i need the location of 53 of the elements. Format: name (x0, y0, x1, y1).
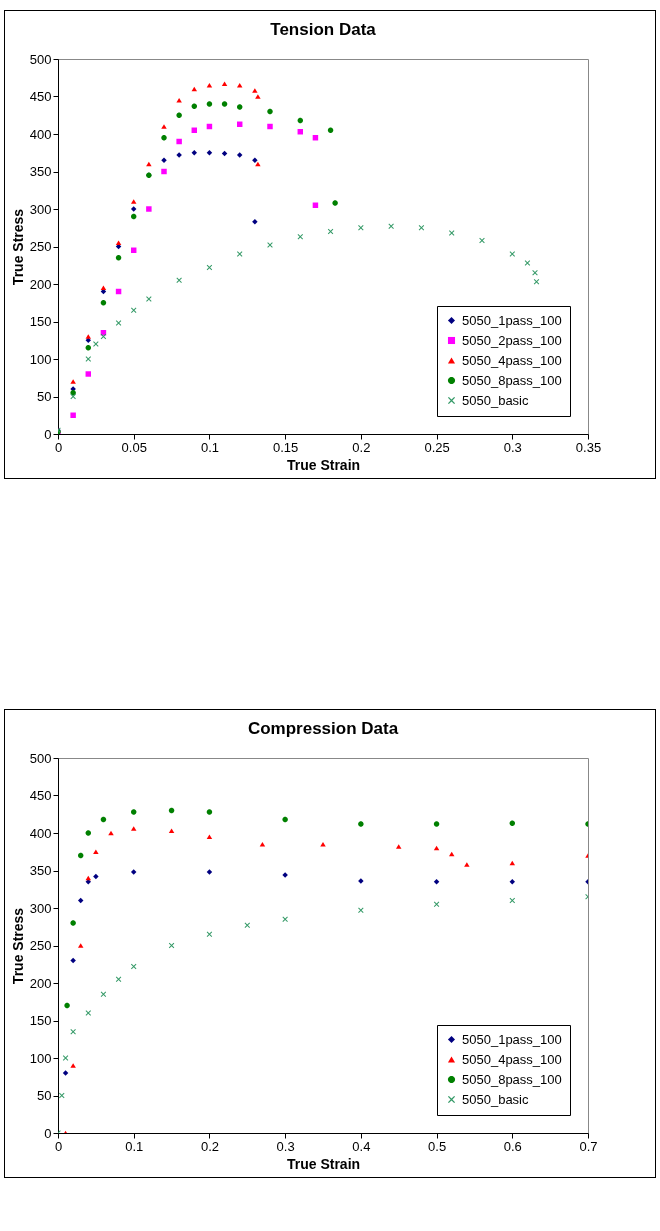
x-axis-title: True Strain (286, 456, 361, 473)
y-tick-label: 450 (29, 788, 52, 803)
y-axis-title: True Stress (9, 907, 26, 985)
y-tick-label: 200 (29, 276, 52, 292)
y-tick-label: 300 (29, 201, 52, 217)
y-tick-label: 500 (29, 750, 52, 766)
x-tick-label: 0.15 (272, 439, 299, 455)
legend-label: 5050_basic (462, 1091, 529, 1107)
x-axis-title: True Strain (286, 1155, 361, 1172)
y-axis-title: True Stress (9, 208, 26, 286)
x-tick-label: 0.5 (428, 1138, 447, 1154)
x-tick-label: 0.6 (503, 1138, 522, 1154)
legend-label: 5050_4pass_100 (462, 1051, 562, 1067)
y-tick-label: 0 (44, 1125, 52, 1141)
x-tick-label: 0.05 (121, 439, 147, 455)
chart-title: Compression Data (247, 719, 399, 738)
y-tick-label: 400 (29, 126, 52, 142)
x-tick-label: 0.1 (200, 439, 219, 455)
legend-label: 5050_basic (462, 392, 529, 408)
y-tick-label: 450 (29, 89, 52, 104)
legend-label: 5050_2pass_100 (462, 332, 562, 348)
y-tick-label: 350 (29, 863, 52, 878)
x-tick-label: 0 (54, 1138, 63, 1154)
y-tick-label: 500 (29, 51, 52, 67)
legend-label: 5050_1pass_100 (462, 312, 562, 328)
y-tick-label: 150 (29, 1013, 52, 1028)
y-tick-label: 100 (29, 1050, 52, 1066)
chart-title: Tension Data (270, 20, 377, 39)
legend-label: 5050_8pass_100 (462, 372, 562, 388)
y-tick-label: 300 (29, 900, 52, 916)
x-tick-label: 0.35 (575, 439, 602, 455)
legend-label: 5050_8pass_100 (462, 1071, 562, 1087)
y-tick-label: 400 (29, 825, 52, 841)
y-tick-label: 50 (37, 1088, 52, 1103)
x-tick-label: 0.3 (276, 1138, 295, 1154)
x-tick-label: 0.7 (579, 1138, 598, 1154)
y-tick-label: 200 (29, 975, 52, 991)
y-tick-label: 100 (29, 351, 52, 367)
y-tick-label: 250 (29, 239, 52, 254)
x-tick-label: 0 (54, 439, 63, 455)
y-tick-label: 0 (44, 426, 52, 442)
y-tick-label: 50 (37, 389, 52, 404)
x-tick-label: 0.2 (200, 1138, 219, 1154)
y-tick-label: 350 (29, 164, 52, 179)
x-tick-label: 0.1 (125, 1138, 144, 1154)
y-tick-label: 250 (29, 938, 52, 953)
x-tick-label: 0.25 (424, 439, 450, 455)
y-tick-label: 150 (29, 314, 52, 329)
legend-label: 5050_1pass_100 (462, 1031, 562, 1047)
x-tick-label: 0.3 (503, 439, 522, 455)
x-tick-label: 0.2 (352, 439, 371, 455)
x-tick-label: 0.4 (352, 1138, 371, 1154)
legend-label: 5050_4pass_100 (462, 352, 562, 368)
